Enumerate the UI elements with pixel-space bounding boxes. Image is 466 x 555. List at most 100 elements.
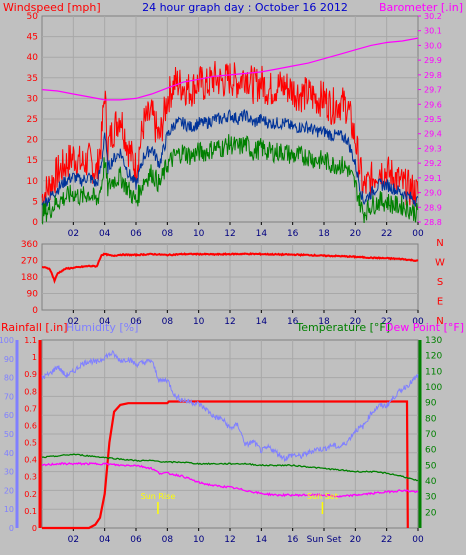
sun-set-label: Sun Set [307,492,338,501]
wind-x-tick-label: 04 [99,229,111,239]
barometer-tick-label: 29.9 [424,56,442,65]
direction-x-tick-label: 16 [287,317,299,327]
temperature-tick-label: 90 [425,399,437,409]
dewpoint-line [41,461,419,498]
rain-tick-label: 0.6 [24,421,37,430]
barometer-line [41,37,419,101]
direction-tick-label: 180 [21,273,38,283]
humidity-tick-label: 40 [4,449,14,458]
rain-tick-label: 1.1 [24,336,37,345]
barometer-tick-label: 30.0 [424,41,442,50]
humidity-tick-label: 10 [4,505,14,514]
windspeed-tick-label: 45 [27,33,38,43]
direction-x-tick-label: 18 [318,317,330,327]
windspeed-tick-label: 10 [27,177,39,187]
weather-x-tick-label: 22 [381,535,392,545]
barometer-tick-label: 29.3 [424,144,442,153]
compass-label: E [437,297,443,308]
rain-tick-label: 0.9 [24,370,37,379]
humidity-line [41,349,419,463]
direction-x-tick-label: 02 [68,317,79,327]
weather-x-tick-label: 16 [287,535,299,545]
rain-tick-label: 0.1 [24,507,37,516]
barometer-tick-label: 29.0 [424,189,442,198]
direction-ticks: 0 90 180 270 360 [21,240,38,316]
direction-x-tick-label: 00 [412,317,424,327]
humidity-tick-label: 70 [4,392,14,401]
wind-x-tick-label: 02 [68,229,79,239]
humidity-axis-label: Humidity [%] [66,321,138,334]
barometer-tick-label: 29.6 [424,100,442,109]
weather-x-tick-label: 06 [130,535,142,545]
humidity-tick-label: 0 [9,524,14,533]
sun-markers: Sun Rise Sun Set [141,492,338,514]
rain-tick-label: 0.8 [24,387,37,396]
wind-gust-line [41,60,419,210]
wind-direction-line [42,252,419,285]
windspeed-ticks: 0 5 10 15 20 25 30 35 40 45 50 [27,12,39,228]
direction-series [42,252,419,285]
temperature-axis-label: Temperature [°F] [295,321,390,334]
barometer-tick-label: 28.8 [424,218,442,227]
direction-x-tick-label: 20 [350,317,362,327]
wind-x-tick-label: 22 [381,229,392,239]
wind-x-tick-label: 16 [287,229,299,239]
barometer-tick-label: 29.7 [424,86,442,95]
barometer-tick-label: 29.2 [424,159,442,168]
rain-tick-label: 0.3 [24,473,37,482]
weather-series [41,349,419,530]
wind-x-tick-label: 08 [162,229,174,239]
direction-x-tick-label: 10 [193,317,205,327]
windspeed-tick-label: 15 [27,156,38,166]
windspeed-tick-label: 50 [27,12,39,22]
wind-min-line [41,134,419,226]
wind-x-ticks: 02 04 06 08 10 12 14 16 18 20 22 00 [68,222,424,239]
barometer-tick-label: 29.5 [424,115,442,124]
weather-x-tick-label: 04 [99,535,111,545]
rain-tick-label: 0.4 [24,456,37,465]
wind-x-tick-label: 10 [193,229,205,239]
compass-label: N [436,316,443,327]
wind-series [41,37,419,226]
rain-tick-label: 0 [32,524,37,533]
weather-x-tick-label: 10 [193,535,205,545]
temperature-tick-label: 70 [425,430,437,440]
barometer-tick-label: 28.9 [424,203,442,212]
rain-ticks: 0 0.1 0.2 0.3 0.4 0.5 0.6 0.7 0.8 0.9 1 1.1 [24,336,37,533]
humidity-tick-label: 50 [4,430,14,439]
wind-x-tick-label: 00 [412,229,424,239]
temperature-line [41,453,419,482]
rain-tick-label: 1 [32,353,37,362]
rainfall-line [42,400,409,530]
direction-tick-label: 270 [21,257,38,267]
windspeed-axis-label: Windspeed [mph] [3,1,101,14]
temperature-tick-label: 50 [425,461,437,471]
compass-label: N [436,238,443,249]
direction-x-tick-label: 08 [162,317,174,327]
humidity-tick-label: 20 [4,486,14,495]
direction-x-ticks: 02 04 06 08 10 12 14 16 18 20 22 00 [68,310,424,327]
barometer-ticks: 28.8 28.9 29.0 29.1 29.2 29.3 29.4 29.5 29.6 29.7… [418,12,442,227]
temperature-tick-label: 110 [425,367,442,377]
temperature-tick-label: 130 [425,336,442,346]
temperature-tick-label: 80 [425,414,437,424]
wind-x-tick-label: 12 [224,229,235,239]
barometer-tick-label: 29.4 [424,130,442,139]
weather-x-tick-label: 12 [224,535,235,545]
humidity-tick-label: 60 [4,411,14,420]
weather-x-tick-label: 00 [412,535,424,545]
rain-tick-label: 0.5 [24,439,37,448]
windspeed-tick-label: 20 [27,136,39,146]
direction-tick-label: 360 [21,240,38,250]
direction-tick-label: 0 [32,306,38,316]
temperature-ticks: 20 30 40 50 60 70 80 90 100 110 120 130 [425,336,442,518]
humidity-tick-label: 80 [4,374,14,383]
weather-x-ticks: 02 04 06 08 10 12 14 16 Sun Set 20 22 00 [68,528,424,545]
direction-x-tick-label: 04 [99,317,111,327]
weather-x-tick-label: Sun Set [307,535,342,545]
humidity-tick-label: 100 [0,336,14,345]
humidity-tick-label: 90 [4,355,14,364]
barometer-tick-label: 29.1 [424,174,442,183]
